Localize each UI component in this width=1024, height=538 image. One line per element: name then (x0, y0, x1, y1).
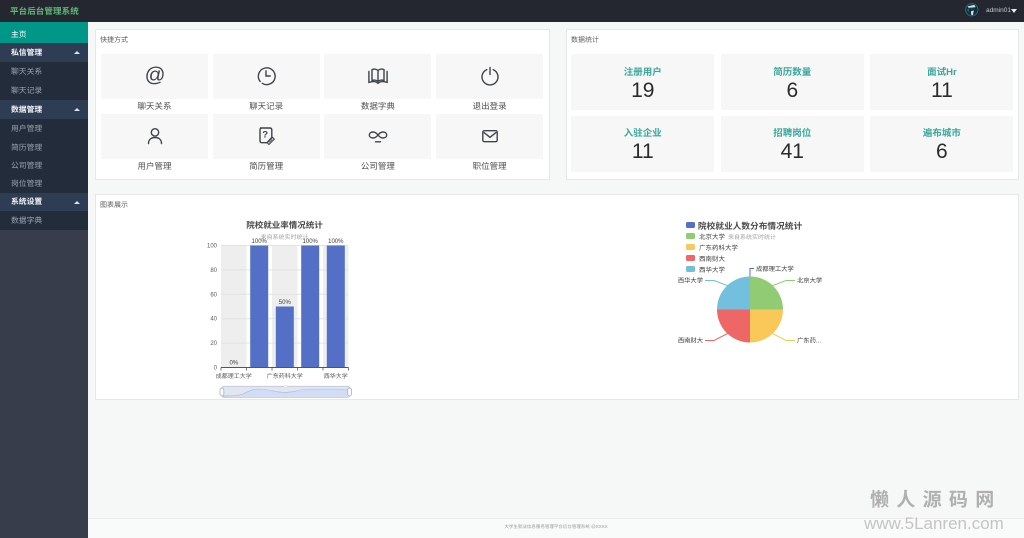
svg-text:广东药...: 广东药... (797, 337, 821, 345)
svg-text:北京大学: 北京大学 (797, 277, 822, 285)
svg-text:60: 60 (210, 292, 217, 298)
svg-text:100%: 100% (328, 239, 344, 245)
svg-text:40: 40 (210, 317, 217, 323)
svg-text:0: 0 (214, 366, 218, 372)
svg-text:100%: 100% (252, 239, 268, 245)
svg-text:20: 20 (210, 341, 217, 347)
svg-text:成都理工大学: 成都理工大学 (216, 372, 252, 380)
svg-text:广东药科大学: 广东药科大学 (267, 372, 303, 380)
svg-text:100: 100 (207, 244, 218, 250)
svg-text:100%: 100% (303, 239, 319, 245)
svg-text:西华大学: 西华大学 (678, 277, 703, 285)
svg-text:?: ? (262, 130, 268, 141)
svg-text:西华大学: 西华大学 (324, 372, 348, 380)
svg-text:西南财大: 西南财大 (678, 337, 704, 345)
svg-text:@: @ (144, 65, 165, 87)
svg-text:0%: 0% (229, 361, 238, 367)
svg-text:50%: 50% (279, 300, 292, 306)
svg-text:80: 80 (210, 268, 217, 274)
svg-text:成都理工大学: 成都理工大学 (756, 265, 794, 273)
